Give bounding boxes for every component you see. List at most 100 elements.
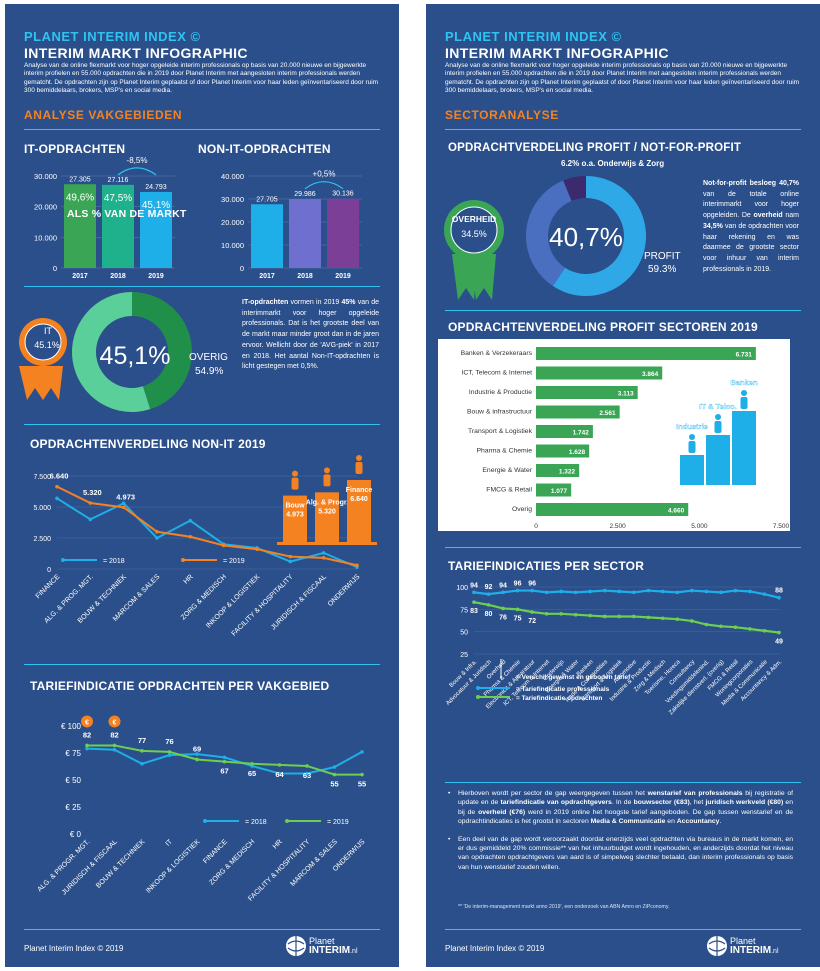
x-tick-label: 2019: [148, 273, 164, 280]
it-share-donut: [19, 292, 192, 412]
data-point: [88, 501, 93, 505]
podium-value: 6.640: [350, 496, 368, 503]
divider: [24, 129, 380, 130]
ribbon-overheid: [444, 200, 504, 300]
data-point: [515, 607, 520, 612]
bar: [536, 386, 638, 399]
y-tick-label: 7.500: [33, 474, 51, 481]
data-label: 27.705: [256, 196, 278, 203]
sectors-chart: Banken & Verzekeraars 6.731 ICT, Telecom &…: [438, 339, 790, 531]
money-bag-symbol: €: [113, 719, 117, 726]
x-tick-label: BOUW & TECHNIEK: [95, 838, 147, 890]
data-point: [121, 501, 126, 506]
person-icon: [714, 421, 722, 433]
data-point: [559, 589, 563, 594]
data-point: [573, 590, 578, 595]
podium-base: [277, 542, 377, 545]
pct-label: 45,1%: [142, 200, 170, 211]
data-point: [360, 772, 364, 777]
person-icon: [292, 470, 298, 477]
overheid-pct: 34.5%: [461, 229, 487, 239]
bar: [536, 503, 689, 516]
data-point: [472, 600, 476, 604]
planet-interim-logo[interactable]: Planet INTERIM.nl: [285, 934, 390, 960]
ribbon-it: [19, 318, 67, 400]
donut-center-value: 40,7%: [549, 222, 623, 252]
podium-label: Finance: [346, 487, 373, 494]
data-point: [255, 547, 259, 551]
data-point: [748, 627, 752, 631]
logo-text: Planet INTERIM.nl: [730, 936, 779, 956]
footer-text: Planet Interim Index © 2019: [445, 944, 545, 953]
data-point: [690, 588, 694, 593]
x-tick-label: 2019: [335, 273, 351, 280]
data-point: [602, 614, 607, 619]
data-label: 69: [193, 744, 201, 753]
category-label: FMCG & Retail: [486, 487, 532, 494]
it-pct-label: ALS % VAN DE MARKT: [67, 208, 187, 220]
y-tick-label: 0: [53, 264, 57, 273]
data-point: [85, 746, 89, 751]
data-point: [112, 747, 117, 752]
legend-dot: [61, 558, 65, 562]
x-tick-label: 7.500: [773, 523, 790, 530]
data-label: 75: [514, 615, 522, 622]
nonit2019-title: OPDRACHTENVERDELING NON-IT 2019: [30, 437, 266, 451]
data-point: [704, 589, 709, 594]
data-point: [167, 750, 172, 754]
podium-label: Alg. & Progr.: [306, 499, 348, 506]
podium-value: 6.731: [735, 370, 753, 377]
data-label: 82: [110, 730, 118, 739]
brand-title: PLANET INTERIM INDEX ©: [24, 29, 201, 44]
podium-label: IT & Telco.: [699, 402, 736, 411]
section-heading: SECTORANALYSE: [445, 108, 559, 122]
podium-label: Banken: [730, 378, 758, 387]
data-label: 4.660: [668, 508, 685, 515]
x-tick-label: HR: [183, 573, 195, 585]
data-point: [221, 543, 226, 548]
data-point: [305, 771, 309, 776]
pie-slice: [72, 292, 151, 412]
data-point: [690, 619, 694, 623]
data-label: 76: [165, 737, 173, 746]
legend-label: = 2018: [245, 819, 267, 826]
y-tick-label: 0: [240, 264, 244, 273]
data-point: [544, 612, 549, 616]
tarief-vak-chart: € 0 € 25 € 50 € 75 € 100 ALG. & PROGR. MGT.JU…: [36, 715, 367, 903]
data-point: [360, 750, 364, 754]
right-panel: PLANET INTERIM INDEX © INTERIM MARKT INF…: [426, 4, 820, 967]
data-label: 29.986: [294, 191, 316, 198]
data-point: [501, 606, 505, 611]
data-point: [155, 530, 159, 534]
y-tick-label: 50: [460, 630, 468, 637]
data-point: [167, 753, 172, 757]
x-tick-label: INKOOP & LOGISTIEK: [145, 838, 202, 895]
data-point: [155, 536, 159, 540]
podium-label: Industrie: [676, 422, 708, 431]
data-point: [631, 614, 636, 619]
y-tick-label: € 50: [65, 776, 81, 785]
x-tick-label: ALG. & PROGR. MGT.: [36, 838, 91, 893]
planet-interim-logo[interactable]: Planet INTERIM.nl: [706, 934, 811, 960]
series-line: [56, 485, 358, 567]
it-description: IT-opdrachten vormen in 2019 45% van de …: [242, 299, 379, 371]
bar: [327, 198, 359, 268]
data-label: 55: [330, 780, 338, 789]
bar: [536, 405, 620, 419]
data-point: [288, 559, 293, 564]
tarief-vak-title: TARIEFINDICATIE OPDRACHTEN PER VAKGEBIED: [30, 679, 330, 693]
person-icon: [291, 477, 299, 490]
divider: [445, 129, 801, 130]
overheid-label: OVERHEID: [451, 214, 497, 224]
data-point: [188, 534, 193, 539]
intro-text: Analyse van de online flexmarkt voor hog…: [445, 62, 800, 94]
podium-bar: [283, 495, 307, 542]
data-point: [88, 517, 93, 522]
data-point: [140, 762, 144, 766]
logo-text: Planet INTERIM.nl: [309, 936, 358, 956]
data-point: [675, 617, 680, 621]
podium-label: Bouw: [285, 503, 305, 510]
data-label: 27.305: [69, 176, 91, 183]
data-point: [762, 628, 767, 633]
x-tick-label: MARCOM & SALES: [289, 838, 339, 888]
